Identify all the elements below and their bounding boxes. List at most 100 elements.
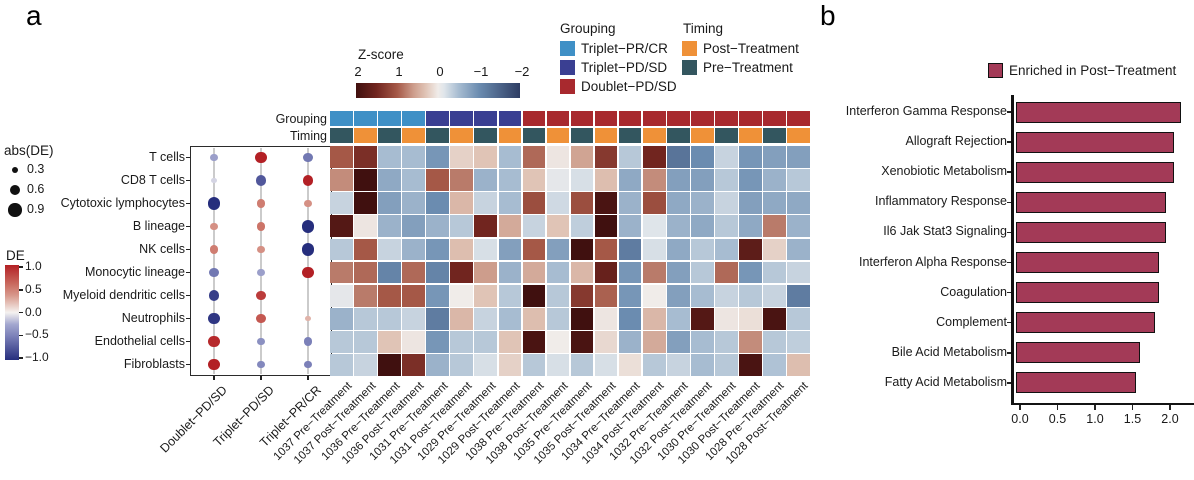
annotation-cell-timing [667,128,690,143]
heatmap-cell [402,215,425,238]
heatmap-cell [787,192,810,214]
dotplot-dot [255,175,267,186]
dotplot-dot [256,222,266,231]
heatmap-cell [498,146,522,168]
heatmap-cell [618,215,642,238]
heatmap-cell [739,215,762,238]
dotplot-dot [210,222,218,231]
heatmap-cell [667,192,690,214]
celltype-row-label: Endothelial cells [94,333,185,348]
annotation-cell-timing [402,128,425,143]
annotation-cell-grouping [522,111,546,126]
heatmap-cell [498,238,522,261]
dotplot-dot [257,360,265,369]
dotplot-gridline [260,148,262,374]
heatmap-cell [618,192,642,214]
heatmap-cell [426,169,449,191]
de-colorbar-tick [19,289,23,291]
barchart-x-tick [1169,405,1171,410]
heatmap-cell [667,261,690,284]
heatmap-cell [594,192,618,214]
de-colorbar-tick [19,334,23,336]
dotplot-dot [256,313,266,324]
celltype-row-tick [185,317,190,320]
heatmap-cell [715,308,738,330]
heatmap-cell [667,331,690,353]
heatmap-cell [546,284,570,307]
pathway-bar [1016,342,1140,364]
barchart-legend-label: Enriched in Post−Treatment [1009,63,1177,78]
heatmap-cell [739,238,762,261]
zscore-colorbar [356,83,520,98]
heatmap-cell [498,354,522,376]
annotation-cell-timing [739,128,762,143]
celltype-row-tick [185,271,190,274]
annotation-cell-grouping [354,111,377,126]
heatmap-cell [715,169,738,191]
heatmap-cell [667,354,690,376]
heatmap-cell [715,284,738,307]
heatmap-cell [570,146,594,168]
barchart-y-axis [1011,95,1014,405]
heatmap-cell [594,215,618,238]
heatmap-cell [378,331,401,353]
pathway-label: Complement [936,314,1007,329]
heatmap-cell [450,331,473,353]
heatmap-cell [739,308,762,330]
heatmap-cell [570,169,594,191]
heatmap-cell [378,308,401,330]
heatmap-cell [330,261,353,284]
heatmap-cell [618,331,642,353]
heatmap-cell [522,308,546,330]
heatmap-cell [402,146,425,168]
barchart-x-axis [1011,403,1194,405]
heatmap-cell [642,146,666,168]
annotation-cell-timing [787,128,810,143]
celltype-row-tick [185,294,190,297]
heatmap-cell [426,354,449,376]
heatmap-cell [450,238,473,261]
dotplot-dot [208,312,220,325]
celltype-row-label: CD8 T cells [120,172,185,187]
heatmap-cell [570,215,594,238]
heatmap-cell [354,192,377,214]
heatmap-cell [691,146,714,168]
heatmap-cell [594,354,618,376]
heatmap-cell [402,354,425,376]
de-colorbar-tick-label: −1.0 [25,350,49,364]
de-legend-title: DE [6,248,25,263]
heatmap-cell [402,169,425,191]
annotation-cell-timing [474,128,498,143]
annotation-cell-grouping [498,111,522,126]
heatmap-cell [450,192,473,214]
annotation-bar-timing [330,128,810,143]
heatmap-cell [691,238,714,261]
dotplot-dot [302,175,314,186]
annotation-cell-timing [450,128,473,143]
zscore-colorbar-title: Z-score [358,47,404,62]
heatmap-cell [330,238,353,261]
heatmap-cell [498,169,522,191]
heatmap-cell [354,146,377,168]
heatmap-cell [642,308,666,330]
annotation-cell-grouping [546,111,570,126]
celltype-row-label: T cells [149,149,185,164]
heatmap-cell [763,215,786,238]
dotplot-gridline [213,148,215,374]
heatmap-cell [570,331,594,353]
annotation-cell-grouping [763,111,786,126]
celltype-row-tick [185,248,190,251]
heatmap-cell [570,238,594,261]
annotation-cell-timing [498,128,522,143]
heatmap-cell [450,284,473,307]
heatmap-cell [378,146,401,168]
pathway-tick [1007,201,1011,204]
absde-legend-title: abs(DE) [4,143,54,158]
pathway-tick [1007,321,1011,324]
heatmap-cell [691,192,714,214]
barchart-x-tick-label: 1.0 [1086,412,1104,426]
heatmap-cell [474,284,498,307]
dotplot-dot [304,199,312,208]
annotation-cell-grouping [402,111,425,126]
heatmap-cell [354,284,377,307]
